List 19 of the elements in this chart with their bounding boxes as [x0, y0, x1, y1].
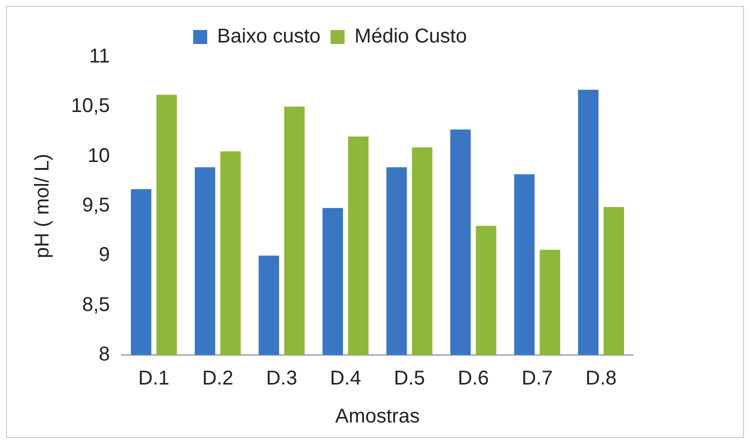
- y-tick-label: 8: [98, 344, 110, 366]
- y-tick-label: 9: [98, 244, 110, 266]
- y-tick-label: 10,5: [70, 95, 110, 118]
- x-tick-label: D.3: [266, 368, 298, 390]
- x-tick-label: D.6: [458, 368, 489, 390]
- y-tick-label: 10: [88, 144, 110, 167]
- x-axis-title: Amostras: [335, 406, 420, 428]
- x-tick-label: D.8: [585, 368, 617, 390]
- y-tick-label: 11: [89, 46, 110, 68]
- legend-label: Baixo custo: [217, 26, 321, 48]
- x-tick-label: D.5: [394, 368, 425, 390]
- legend-label: Médio Custo: [354, 26, 467, 48]
- x-tick-label: D.4: [330, 368, 362, 390]
- x-tick-label: D.7: [522, 368, 553, 390]
- y-tick-label: 8,5: [82, 294, 110, 316]
- y-axis-title: pH ( mol/ L): [32, 154, 54, 258]
- x-tick-label: D.2: [202, 368, 234, 390]
- x-tick-label: D.1: [138, 368, 170, 390]
- y-tick-label: 9,5: [82, 194, 110, 217]
